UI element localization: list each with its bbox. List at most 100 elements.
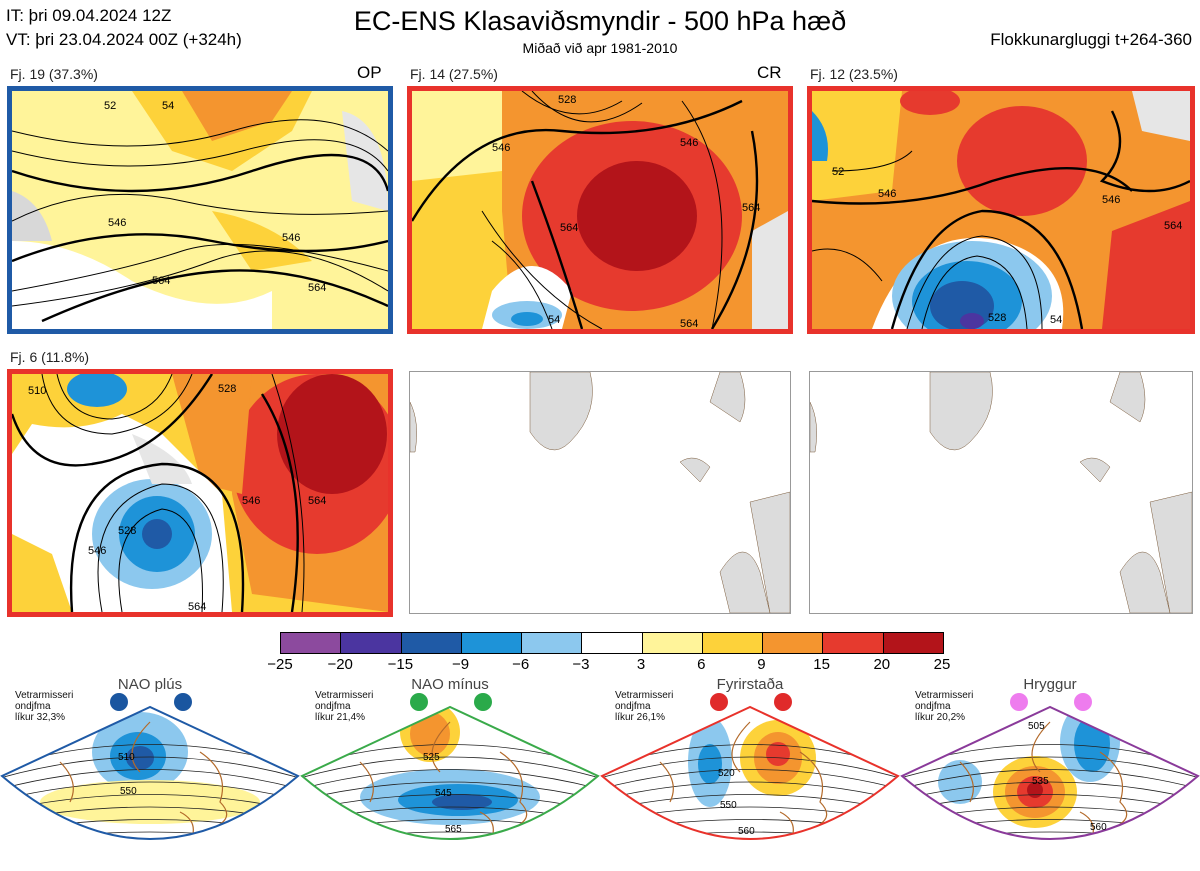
regime-contour-label: 560 xyxy=(738,826,755,837)
contour-label: 54 xyxy=(1050,314,1062,326)
regime-contour-label: 545 xyxy=(435,788,452,799)
contour-label: 54 xyxy=(548,314,560,326)
colorbar-tick-label: 25 xyxy=(933,656,951,673)
cluster-map-2: 546 546 564 564 564 528 54 xyxy=(407,86,793,334)
empty-map-2-plot xyxy=(810,372,1192,613)
colorbar-tick-label: −3 xyxy=(572,656,590,673)
contour-label: 546 xyxy=(878,188,896,200)
empty-map-1 xyxy=(409,371,791,614)
colorbar-tick-label: 9 xyxy=(757,656,766,673)
cluster-label-4: Fj. 6 (11.8%) xyxy=(10,349,90,365)
colorbar-tick-label: −9 xyxy=(451,656,470,673)
anomaly-blob xyxy=(40,780,260,824)
height-contour xyxy=(602,769,898,790)
cluster-label-1: Fj. 19 (37.3%) xyxy=(10,66,98,82)
regime-contour-label: 525 xyxy=(423,752,440,763)
anomaly-blob xyxy=(766,742,790,766)
height-contour xyxy=(302,756,598,779)
regime-marker-dot xyxy=(1010,693,1028,711)
anomaly-blob xyxy=(410,712,450,756)
contour-label: 564 xyxy=(742,202,760,214)
cluster-map-3: 546 546 564 52 54 528 xyxy=(807,86,1195,334)
contour-label: 546 xyxy=(282,232,300,244)
coastline xyxy=(659,721,828,839)
regime-marker-dot xyxy=(410,693,428,711)
colorbar-tick-label: −25 xyxy=(267,656,293,673)
height-contour xyxy=(602,781,898,801)
contour-label: 546 xyxy=(1102,194,1120,206)
regime-marker-dot xyxy=(1074,693,1092,711)
cluster-map-1-plot: 546 564 546 564 52 54 xyxy=(12,91,388,329)
contour-label: 546 xyxy=(88,545,106,557)
regime-note-line: líkur 32,3% xyxy=(15,712,66,723)
regime-note-line: Vetrarmisseri xyxy=(315,690,374,701)
cluster-map-4-plot: 528 546 564 546 528 564 510 xyxy=(12,374,388,612)
valid-time: VT: þri 23.04.2024 00Z (+324h) xyxy=(6,30,242,49)
regime-marker-dot xyxy=(174,693,192,711)
colorbar-swatch xyxy=(642,633,703,653)
regime-fan-map: 520 550 560 xyxy=(600,705,900,840)
colorbar-swatch xyxy=(763,633,824,653)
height-contour xyxy=(902,769,1198,790)
classification-window: Flokkunargluggi t+264-360 xyxy=(990,30,1192,49)
colorbar-tick-label: 20 xyxy=(873,656,891,673)
colorbar-tick-label: 6 xyxy=(697,656,706,673)
regime-contour-label: 505 xyxy=(1028,721,1045,732)
colorbar-tick-label: −6 xyxy=(512,656,530,673)
contour-label: 52 xyxy=(104,100,116,112)
regime-fan-outline xyxy=(600,705,900,840)
page-title: EC-ENS Klasaviðsmyndir - 500 hPa hæð xyxy=(353,6,847,36)
cluster-tag-1: OP xyxy=(357,63,382,82)
colorbar-swatch xyxy=(823,633,884,653)
regime-note-line: ondjfma xyxy=(915,701,951,712)
contour-label: 52 xyxy=(832,166,844,178)
contour-label: 546 xyxy=(492,142,510,154)
anomaly-blob xyxy=(126,746,154,770)
regime-fan-map: 525 545 565 xyxy=(300,705,600,853)
anomaly-blob xyxy=(1027,782,1043,798)
regime-4: Hryggur Vetrarmisseri ondjfma líkur 20,2% 50… xyxy=(900,672,1200,871)
coastline xyxy=(59,721,228,839)
colorbar-tick-label: 15 xyxy=(813,656,830,673)
regime-note-line: ondjfma xyxy=(615,701,651,712)
colorbar-swatch xyxy=(582,633,643,653)
height-contour xyxy=(300,845,600,853)
regime-marker-dot xyxy=(710,693,728,711)
regime-note-line: Vetrarmisseri xyxy=(15,690,74,701)
height-contour xyxy=(2,769,298,790)
contour-label: 510 xyxy=(28,385,46,397)
colorbar-tick-label: −20 xyxy=(327,656,353,673)
regime-fan-outline xyxy=(300,705,600,840)
height-contour xyxy=(602,756,898,779)
contour-label: 528 xyxy=(988,312,1006,324)
page-subtitle: Miðað við apr 1981-2010 xyxy=(522,40,678,56)
regime-1: NAO plús Vetrarmisseri ondjfma líkur 32,3% 5… xyxy=(0,672,300,871)
cluster-map-4: 528 546 564 546 528 564 510 xyxy=(7,369,393,617)
regime-contour-label: 550 xyxy=(720,800,737,811)
contour-label: 564 xyxy=(188,601,206,612)
contour-label: 564 xyxy=(308,282,326,294)
height-contour xyxy=(302,781,598,801)
height-contour xyxy=(902,756,1198,779)
anomaly-blob xyxy=(1006,847,1034,852)
anomaly-blob xyxy=(432,794,492,810)
empty-map-1-plot xyxy=(410,372,790,613)
height-contour xyxy=(902,781,1198,801)
initial-time: IT: þri 09.04.2024 12Z xyxy=(6,6,172,25)
regime-fan-outline xyxy=(900,705,1200,840)
contour-label: 528 xyxy=(558,94,576,106)
header-dates: IT: þri 09.04.2024 12Z VT: þri 23.04.202… xyxy=(6,4,242,52)
colorbar-tick-label: 3 xyxy=(636,656,646,673)
regime-contour-label: 535 xyxy=(1032,776,1049,787)
colorbar-swatch xyxy=(401,633,462,653)
regime-fan-map: 505 535 560 xyxy=(900,705,1200,853)
regime-fan-map: 510 550 xyxy=(0,705,300,840)
cluster-tag-2: CR xyxy=(757,63,782,82)
regime-note-line: ondjfma xyxy=(15,701,51,712)
regime-contour-label: 550 xyxy=(120,786,137,797)
anomaly-blob xyxy=(938,760,982,804)
height-contour xyxy=(900,845,1200,853)
contour-label: 528 xyxy=(218,383,236,395)
contour-label: 564 xyxy=(560,222,578,234)
regime-note: Vetrarmisseri ondjfma líkur 20,2% xyxy=(915,690,973,723)
